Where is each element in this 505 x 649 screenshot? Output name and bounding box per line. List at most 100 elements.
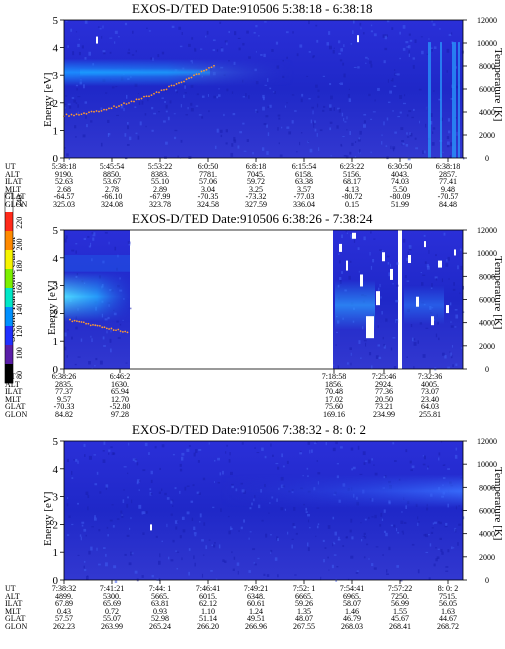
noise-speck bbox=[337, 365, 340, 370]
noise-speck bbox=[360, 522, 362, 524]
noise-speck bbox=[431, 142, 435, 146]
noise-speck bbox=[127, 241, 131, 244]
noise-speck bbox=[106, 526, 109, 529]
y-right-tick-label: 6000 bbox=[479, 296, 495, 305]
temperature-point bbox=[165, 88, 168, 91]
noise-speck bbox=[153, 112, 157, 115]
noise-speck bbox=[64, 147, 66, 149]
noise-speck bbox=[349, 151, 352, 155]
ephemeris-value: 1.46 bbox=[345, 606, 359, 616]
noise-speck bbox=[75, 250, 77, 254]
noise-speck bbox=[408, 45, 411, 49]
noise-speck bbox=[102, 459, 106, 463]
ephemeris-value: 324.08 bbox=[101, 200, 123, 209]
noise-speck bbox=[75, 326, 78, 330]
noise-speck bbox=[158, 111, 160, 113]
noise-speck bbox=[136, 481, 139, 485]
noise-speck bbox=[456, 131, 458, 136]
noise-speck bbox=[386, 569, 388, 573]
colorbar-swatch bbox=[5, 345, 13, 365]
ephemeris-value: 9.57 bbox=[57, 394, 71, 404]
noise-speck bbox=[77, 554, 80, 556]
noise-speck bbox=[462, 516, 465, 520]
noise-speck bbox=[181, 516, 185, 520]
noise-speck bbox=[433, 90, 435, 92]
noise-speck bbox=[427, 465, 429, 468]
noise-speck bbox=[448, 130, 451, 134]
ephemeris-value: 7:57:22 bbox=[387, 584, 413, 593]
noise-speck bbox=[402, 25, 406, 29]
temperature-point bbox=[69, 318, 71, 321]
ephemeris-value: 84.82 bbox=[55, 410, 73, 419]
noise-speck bbox=[93, 454, 96, 456]
noise-speck bbox=[266, 574, 270, 577]
noise-speck bbox=[396, 527, 398, 532]
noise-speck bbox=[151, 129, 154, 132]
ephemeris-value: 60.61 bbox=[247, 599, 265, 609]
noise-speck bbox=[386, 573, 389, 575]
noise-speck bbox=[94, 515, 96, 518]
noise-speck bbox=[270, 549, 273, 553]
noise-speck bbox=[395, 320, 398, 323]
noise-speck bbox=[430, 47, 433, 49]
ephemeris-value: 5.50 bbox=[393, 184, 407, 194]
noise-speck bbox=[306, 75, 309, 77]
noise-speck bbox=[401, 140, 405, 143]
ephemeris-value: -73.32 bbox=[245, 192, 267, 202]
colorbar-swatch bbox=[5, 193, 13, 213]
noise-speck bbox=[373, 238, 376, 240]
noise-speck bbox=[432, 23, 436, 26]
noise-speck bbox=[159, 553, 161, 558]
noise-speck bbox=[447, 366, 451, 370]
noise-speck bbox=[392, 282, 394, 285]
temperature-point bbox=[188, 77, 190, 80]
noise-speck bbox=[149, 488, 152, 491]
noise-speck bbox=[421, 50, 424, 55]
noise-speck bbox=[328, 31, 331, 35]
noise-speck bbox=[395, 299, 399, 303]
saturation-mark bbox=[382, 252, 385, 262]
noise-speck bbox=[83, 528, 87, 532]
ephemeris-value: 65.69 bbox=[103, 599, 121, 609]
noise-speck bbox=[285, 31, 289, 34]
noise-speck bbox=[142, 469, 146, 472]
noise-speck bbox=[292, 523, 295, 526]
noise-speck bbox=[174, 129, 178, 132]
noise-speck bbox=[127, 472, 129, 475]
noise-speck bbox=[93, 517, 97, 521]
noise-speck bbox=[431, 283, 433, 288]
noise-speck bbox=[202, 554, 205, 556]
temperature-point bbox=[85, 112, 88, 115]
noise-speck bbox=[433, 563, 436, 567]
noise-speck bbox=[426, 107, 429, 111]
noise-speck bbox=[200, 48, 203, 50]
noise-speck bbox=[94, 483, 98, 486]
noise-speck bbox=[120, 510, 123, 514]
ephemeris-row-label: GLON bbox=[5, 622, 28, 631]
noise-speck bbox=[151, 574, 154, 578]
noise-speck bbox=[109, 519, 113, 522]
noise-speck bbox=[424, 261, 427, 264]
noise-speck bbox=[368, 516, 370, 520]
ephemeris-value: 6665. bbox=[295, 591, 313, 601]
noise-speck bbox=[408, 33, 411, 36]
ephemeris-value: 3.25 bbox=[249, 184, 263, 194]
noise-speck bbox=[357, 66, 360, 69]
ephemeris-value: 2857. bbox=[439, 169, 457, 179]
noise-speck bbox=[411, 116, 414, 119]
noise-speck bbox=[454, 528, 457, 533]
ephemeris-value: 9.48 bbox=[441, 184, 455, 194]
y-tick-label: 3 bbox=[53, 492, 59, 504]
ephemeris-value: 6:8:18 bbox=[245, 162, 267, 171]
noise-speck bbox=[383, 60, 386, 64]
noise-speck bbox=[277, 127, 279, 131]
temperature-point bbox=[193, 74, 195, 77]
noise-speck bbox=[449, 302, 452, 306]
noise-speck bbox=[71, 249, 75, 252]
noise-speck bbox=[80, 338, 83, 342]
colorbar-swatch bbox=[5, 269, 13, 289]
noise-speck bbox=[201, 95, 205, 98]
temperature-point bbox=[117, 328, 120, 331]
noise-speck bbox=[128, 562, 132, 566]
noise-speck bbox=[438, 98, 441, 101]
